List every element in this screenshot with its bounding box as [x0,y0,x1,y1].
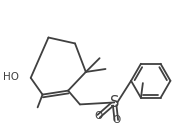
Text: HO: HO [3,72,19,82]
Text: S: S [110,95,119,110]
Text: O: O [94,111,103,121]
Text: O: O [112,115,121,125]
